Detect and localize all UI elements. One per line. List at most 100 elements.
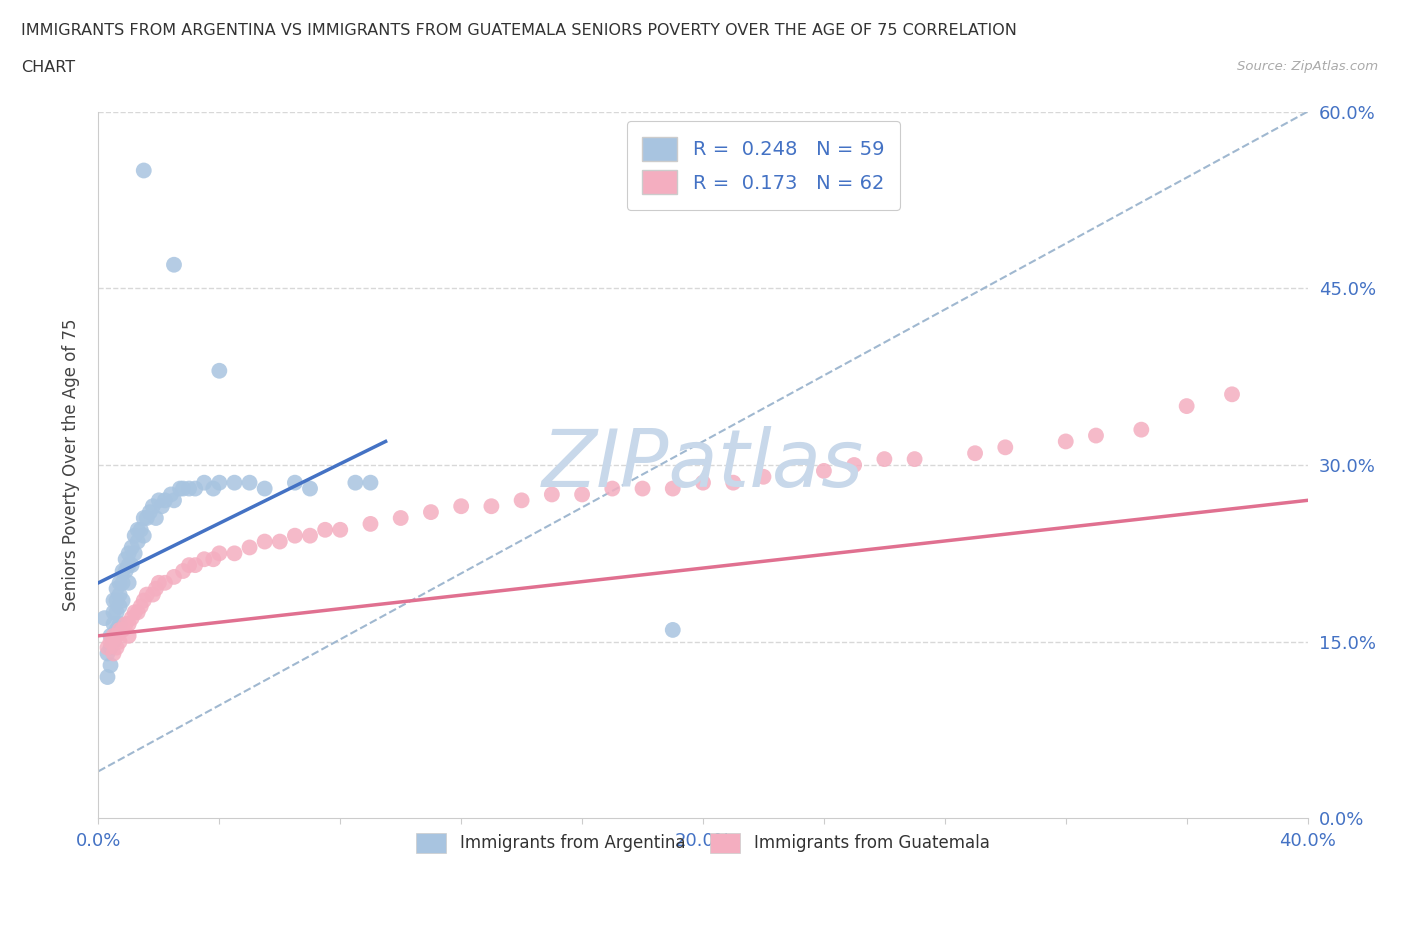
Point [132,511,155,525]
Point [139,505,162,520]
Point [148,493,170,508]
Point [96,640,118,655]
Point [314,523,336,538]
Text: IMMIGRANTS FROM ARGENTINA VS IMMIGRANTS FROM GUATEMALA SENIORS POVERTY OVER THE : IMMIGRANTS FROM ARGENTINA VS IMMIGRANTS … [21,23,1017,38]
Point [142,587,165,602]
Point [132,593,155,608]
Point [344,475,367,490]
Point [965,445,987,460]
Point [844,458,866,472]
Point [145,511,167,525]
Point [481,498,503,513]
Point [208,364,231,379]
Point [239,540,262,555]
Point [135,511,157,525]
Point [121,540,143,555]
Point [108,634,131,649]
Point [111,564,134,578]
Point [873,452,896,467]
Point [752,470,775,485]
Point [163,258,186,272]
Point [299,481,322,496]
Point [118,617,141,631]
Point [96,646,118,661]
Point [202,551,225,566]
Point [224,475,246,490]
Point [108,576,131,591]
Point [160,487,183,502]
Point [100,658,122,672]
Point [193,551,215,566]
Point [284,528,307,543]
Point [224,546,246,561]
Point [103,617,125,631]
Point [150,498,173,513]
Point [1130,422,1153,437]
Point [96,670,118,684]
Point [631,481,654,496]
Point [184,558,207,573]
Point [1220,387,1243,402]
Point [299,528,322,543]
Point [105,622,128,637]
Point [142,498,165,513]
Point [163,569,186,584]
Point [118,629,141,644]
Point [108,622,131,637]
Point [153,493,176,508]
Point [1085,428,1108,443]
Point [510,493,533,508]
Point [184,481,207,496]
Point [723,475,745,490]
Point [103,634,125,649]
Point [105,593,128,608]
Point [111,622,134,637]
Point [100,629,122,644]
Point [571,487,593,502]
Point [111,593,134,608]
Point [172,481,194,496]
Point [389,511,412,525]
Point [105,640,128,655]
Point [661,481,683,496]
Point [179,558,201,573]
Text: Source: ZipAtlas.com: Source: ZipAtlas.com [1237,60,1378,73]
Point [103,629,125,644]
Text: ZIPatlas: ZIPatlas [541,426,865,504]
Point [121,558,143,573]
Point [124,546,146,561]
Point [269,534,291,549]
Point [661,622,683,637]
Point [103,646,125,661]
Point [118,576,141,591]
Point [132,163,155,178]
Point [108,617,131,631]
Point [129,523,152,538]
Point [202,481,225,496]
Point [108,599,131,614]
Point [100,634,122,649]
Point [118,558,141,573]
Point [124,528,146,543]
Point [208,475,231,490]
Point [692,475,714,490]
Point [121,611,143,626]
Point [172,564,194,578]
Point [360,475,382,490]
Point [124,604,146,619]
Point [93,611,115,626]
Point [132,528,155,543]
Point [239,475,262,490]
Point [103,593,125,608]
Point [114,564,136,578]
Point [193,475,215,490]
Point [540,487,562,502]
Point [135,587,157,602]
Point [105,629,128,644]
Point [148,576,170,591]
Point [284,475,307,490]
Point [179,481,201,496]
Point [153,576,176,591]
Point [114,551,136,566]
Point [994,440,1017,455]
